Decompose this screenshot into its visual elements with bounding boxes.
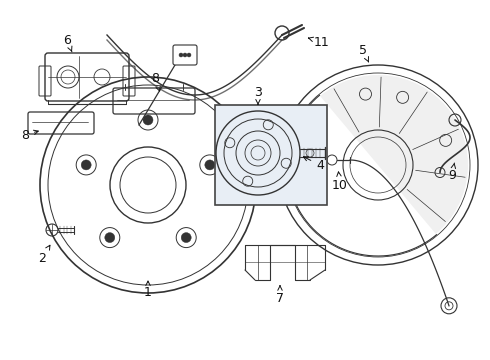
Circle shape	[105, 233, 115, 243]
Text: 2: 2	[38, 245, 50, 265]
Circle shape	[205, 160, 215, 170]
Text: 1: 1	[144, 281, 152, 298]
Text: 9: 9	[448, 163, 456, 181]
Text: 4: 4	[303, 157, 324, 171]
Text: 10: 10	[332, 172, 348, 192]
Circle shape	[143, 115, 153, 125]
Wedge shape	[320, 75, 468, 234]
Text: 3: 3	[254, 86, 262, 104]
Text: 7: 7	[276, 285, 284, 305]
FancyBboxPatch shape	[173, 45, 197, 65]
Text: 6: 6	[63, 33, 72, 52]
Bar	[215, 105, 327, 205]
Text: 5: 5	[359, 44, 368, 62]
Circle shape	[181, 233, 191, 243]
Circle shape	[179, 53, 183, 57]
Circle shape	[187, 53, 191, 57]
Text: 11: 11	[308, 36, 330, 49]
Text: 8: 8	[151, 72, 160, 91]
Circle shape	[81, 160, 91, 170]
Circle shape	[183, 53, 187, 57]
Text: 8: 8	[21, 129, 38, 141]
